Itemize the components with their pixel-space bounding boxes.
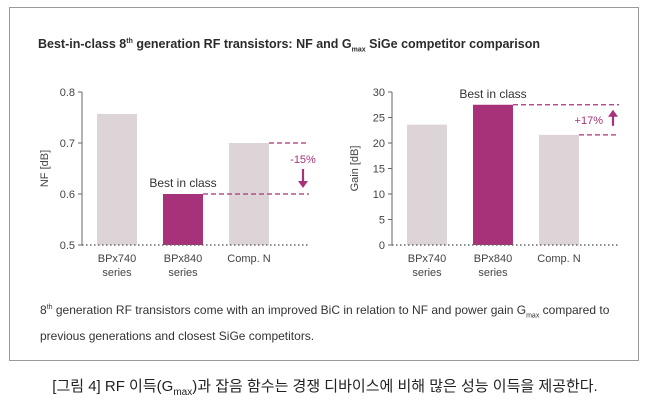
gain-best-in-class-label: Best in class (459, 87, 526, 101)
gain-bar-0 (407, 124, 447, 245)
gain-y-tick-label: 10 (373, 189, 385, 201)
gain-delta-arrow-head (608, 109, 618, 117)
nf-delta-label: -15% (290, 154, 316, 166)
gain-delta-label: +17% (575, 115, 604, 127)
gain-x-tick-label: BPx840 (474, 253, 513, 265)
footnote: 8th generation RF transistors come with … (40, 303, 610, 344)
gain-y-axis-label: Gain [dB] (349, 146, 361, 192)
figure-title: Best-in-class 8th generation RF transist… (38, 37, 540, 54)
gain-y-tick-label: 20 (373, 138, 385, 150)
gain-y-tick-label: 5 (379, 215, 385, 227)
gain-bar-2 (539, 134, 579, 245)
gain-x-tick-label: Comp. N (537, 253, 580, 265)
nf-y-tick-label: 0.7 (60, 138, 75, 150)
nf-y-tick-label: 0.8 (60, 87, 75, 99)
nf-x-tick-label: BPx840 (164, 253, 203, 265)
figure-caption: [그림 4] RF 이득(Gmax)과 잡음 함수는 경쟁 디바이스에 비해 많… (52, 378, 598, 398)
nf-x-tick-label: Comp. N (227, 253, 270, 265)
nf-bar-1 (163, 194, 203, 245)
nf-x-tick-label-line2: series (102, 267, 132, 279)
gain-bar-chart: Gain [dB] 0 5 10 15 20 25 30 BPx740 series BPx840 s… (349, 87, 619, 279)
nf-y-axis-label: NF [dB] (39, 150, 51, 187)
gain-y-tick-label: 15 (373, 164, 385, 176)
gain-bar-1 (473, 104, 513, 245)
nf-y-tick-label: 0.6 (60, 189, 75, 201)
gain-y-tick-label: 25 (373, 113, 385, 125)
nf-x-tick-label-line2: series (168, 267, 198, 279)
nf-bar-0 (97, 113, 137, 246)
gain-y-tick-label: 0 (379, 240, 385, 252)
nf-delta-arrow-head (298, 181, 308, 188)
nf-bar-chart: NF [dB] 0.5 0.6 0.7 0.8 BPx740 series BPx840 ser… (39, 87, 316, 279)
gain-x-tick-label: BPx740 (408, 253, 447, 265)
gain-x-tick-label-line2: series (478, 267, 508, 279)
nf-best-in-class-label: Best in class (149, 176, 216, 190)
gain-y-tick-label: 30 (373, 87, 385, 99)
gain-x-tick-label-line2: series (412, 267, 442, 279)
nf-y-tick-label: 0.5 (60, 240, 75, 252)
nf-x-tick-label: BPx740 (98, 253, 137, 265)
